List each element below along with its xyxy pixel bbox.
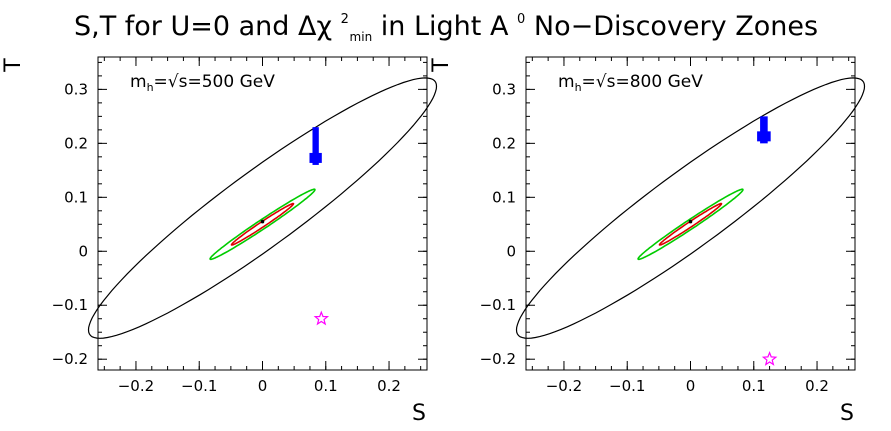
- x-tick-label: −0.2: [546, 377, 582, 395]
- panel-2: −0.2 −0.1 0 0.1 0.2 −0.2 −0.1 0 0.1 0.2 0.3 S Tmh=√s…: [429, 56, 866, 426]
- x-tick-label: 0.1: [314, 377, 338, 395]
- y-tick-label: 0.1: [492, 188, 516, 206]
- x-tick-label: 0.2: [377, 377, 401, 395]
- center-point: [260, 219, 265, 224]
- x-axis-label: S: [840, 401, 854, 426]
- panel-1: −0.2 −0.1 0 0.1 0.2 −0.2 −0.1 0 0.1 0.2 0.3 S Tmh=√s…: [1, 56, 438, 426]
- y-axis-label: T: [429, 58, 454, 73]
- y-tick-label: −0.2: [52, 350, 88, 368]
- y-tick-label: −0.1: [52, 296, 88, 314]
- y-tick-label: 0: [78, 242, 88, 260]
- x-axis-label: S: [412, 401, 426, 426]
- star-marker: [761, 351, 778, 366]
- y-tick-label: 0.3: [492, 80, 516, 98]
- annotation-rest: =√s=800 GeV: [582, 72, 704, 92]
- y-tick-label: 0.2: [64, 134, 88, 152]
- y-tick-label: 0: [506, 242, 516, 260]
- x-tick-label: 0: [686, 377, 696, 395]
- x-tick-label: 0.2: [805, 377, 829, 395]
- title-end: No−Discovery Zones: [534, 11, 818, 42]
- title-sub: min: [350, 30, 373, 44]
- annotation-subscript: h: [147, 81, 154, 94]
- title-sup: 2: [341, 12, 349, 27]
- star-marker: [313, 310, 330, 326]
- ellipse-outer: [87, 77, 438, 339]
- title-sup2: 0: [517, 12, 525, 27]
- y-axis-label: T: [1, 58, 26, 73]
- center-point: [688, 219, 693, 224]
- annotation-rest: =√s=500 GeV: [154, 72, 276, 92]
- y-tick-label: −0.1: [480, 296, 516, 314]
- x-tick-label: 0: [258, 377, 268, 395]
- blue-band-base: [757, 131, 771, 142]
- figure-title: S,T for U=0 and Δχ 2 min in Light A 0 No…: [74, 0, 818, 48]
- ellipse-red: [658, 202, 723, 246]
- blue-band: [312, 127, 319, 165]
- y-tick-label: 0.1: [64, 188, 88, 206]
- y-tick-label: 0.2: [492, 134, 516, 152]
- y-tick-label: 0.3: [64, 80, 88, 98]
- ellipse-red: [230, 202, 295, 246]
- title-rest: in Light A: [381, 11, 509, 42]
- ellipse-outer: [515, 77, 866, 339]
- x-tick-label: 0.1: [742, 377, 766, 395]
- ellipse-green: [209, 188, 316, 261]
- blue-band-base: [309, 152, 322, 163]
- energy-annotation: mh=√s=800 GeV: [558, 72, 703, 94]
- annotation-prefix: m: [130, 72, 147, 92]
- x-tick-label: −0.1: [609, 377, 645, 395]
- energy-annotation: mh=√s=500 GeV: [130, 72, 275, 94]
- annotation-subscript: h: [575, 81, 582, 94]
- annotation-prefix: m: [558, 72, 575, 92]
- x-tick-label: −0.2: [118, 377, 154, 395]
- title-main: S,T for U=0 and Δχ: [74, 11, 332, 42]
- blue-band: [760, 116, 768, 144]
- x-tick-label: −0.1: [181, 377, 217, 395]
- y-tick-label: −0.2: [480, 350, 516, 368]
- ellipse-green: [637, 188, 744, 261]
